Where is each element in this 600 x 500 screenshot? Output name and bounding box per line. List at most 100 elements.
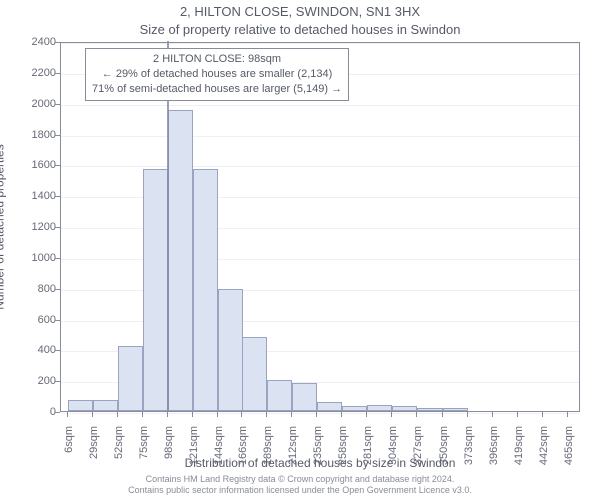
y-tick-mark xyxy=(55,289,60,290)
histogram-bar xyxy=(143,169,168,411)
histogram-bar xyxy=(68,400,93,411)
x-tick-mark xyxy=(542,412,543,417)
y-tick-mark xyxy=(55,227,60,228)
x-tick-label: 98sqm xyxy=(163,426,175,476)
x-tick-mark xyxy=(416,412,417,417)
y-tick-label: 1600 xyxy=(6,159,56,171)
attribution-footer: Contains HM Land Registry data © Crown c… xyxy=(0,474,600,496)
x-tick-mark xyxy=(366,412,367,417)
x-tick-mark xyxy=(92,412,93,417)
histogram-bar xyxy=(242,337,267,411)
gridline xyxy=(61,321,579,322)
x-tick-mark xyxy=(67,412,68,417)
y-tick-mark xyxy=(55,320,60,321)
gridline xyxy=(61,136,579,137)
x-tick-mark xyxy=(266,412,267,417)
x-tick-mark xyxy=(341,412,342,417)
x-tick-label: 327sqm xyxy=(412,426,424,476)
infobox-line1: 2 HILTON CLOSE: 98sqm xyxy=(92,52,342,67)
chart-container: 2, HILTON CLOSE, SWINDON, SN1 3HX Size o… xyxy=(0,0,600,500)
x-tick-label: 29sqm xyxy=(88,426,100,476)
y-tick-label: 200 xyxy=(6,375,56,387)
gridline xyxy=(61,43,579,44)
histogram-bar xyxy=(317,402,342,411)
x-tick-label: 442sqm xyxy=(538,426,550,476)
gridline xyxy=(61,228,579,229)
infobox-line2: ← 29% of detached houses are smaller (2,… xyxy=(92,67,342,82)
y-tick-label: 2200 xyxy=(6,67,56,79)
y-tick-mark xyxy=(55,196,60,197)
gridline xyxy=(61,290,579,291)
histogram-bar xyxy=(392,406,417,411)
x-tick-label: 75sqm xyxy=(138,426,150,476)
x-tick-label: 465sqm xyxy=(563,426,575,476)
y-tick-mark xyxy=(55,73,60,74)
chart-title-line1: 2, HILTON CLOSE, SWINDON, SN1 3HX xyxy=(0,4,600,19)
x-tick-label: 235sqm xyxy=(312,426,324,476)
x-tick-mark xyxy=(142,412,143,417)
gridline xyxy=(61,105,579,106)
chart-title-line2: Size of property relative to detached ho… xyxy=(0,22,600,37)
x-tick-mark xyxy=(291,412,292,417)
x-tick-mark xyxy=(117,412,118,417)
x-tick-mark xyxy=(217,412,218,417)
x-tick-label: 166sqm xyxy=(237,426,249,476)
x-tick-label: 212sqm xyxy=(287,426,299,476)
x-tick-label: 189sqm xyxy=(262,426,274,476)
y-tick-label: 400 xyxy=(6,344,56,356)
y-tick-label: 2000 xyxy=(6,98,56,110)
histogram-bar xyxy=(218,289,243,411)
gridline xyxy=(61,413,579,414)
y-tick-mark xyxy=(55,381,60,382)
x-tick-mark xyxy=(391,412,392,417)
y-tick-mark xyxy=(55,135,60,136)
x-tick-label: 258sqm xyxy=(337,426,349,476)
infobox-line3: 71% of semi-detached houses are larger (… xyxy=(92,82,342,97)
gridline xyxy=(61,166,579,167)
y-tick-mark xyxy=(55,104,60,105)
y-tick-mark xyxy=(55,412,60,413)
footer-line2: Contains public sector information licen… xyxy=(0,485,600,496)
x-tick-label: 373sqm xyxy=(463,426,475,476)
histogram-bar xyxy=(417,408,442,411)
y-tick-mark xyxy=(55,350,60,351)
histogram-bar xyxy=(342,406,367,411)
y-tick-mark xyxy=(55,42,60,43)
x-tick-mark xyxy=(442,412,443,417)
y-tick-label: 0 xyxy=(6,406,56,418)
x-tick-mark xyxy=(167,412,168,417)
y-tick-mark xyxy=(55,258,60,259)
x-tick-label: 304sqm xyxy=(387,426,399,476)
x-tick-mark xyxy=(467,412,468,417)
histogram-bar xyxy=(292,383,317,411)
x-tick-label: 419sqm xyxy=(513,426,525,476)
x-tick-label: 350sqm xyxy=(438,426,450,476)
y-tick-label: 1800 xyxy=(6,129,56,141)
gridline xyxy=(61,197,579,198)
x-tick-label: 6sqm xyxy=(63,426,75,476)
footer-line1: Contains HM Land Registry data © Crown c… xyxy=(0,474,600,485)
y-tick-label: 2400 xyxy=(6,36,56,48)
info-annotation-box: 2 HILTON CLOSE: 98sqm ← 29% of detached … xyxy=(85,48,349,101)
x-tick-label: 144sqm xyxy=(213,426,225,476)
x-tick-mark xyxy=(316,412,317,417)
y-tick-mark xyxy=(55,165,60,166)
y-tick-label: 600 xyxy=(6,314,56,326)
x-tick-label: 121sqm xyxy=(188,426,200,476)
y-tick-label: 1400 xyxy=(6,190,56,202)
x-tick-mark xyxy=(567,412,568,417)
y-tick-label: 1200 xyxy=(6,221,56,233)
x-tick-mark xyxy=(192,412,193,417)
y-tick-label: 1000 xyxy=(6,252,56,264)
gridline xyxy=(61,259,579,260)
x-tick-label: 281sqm xyxy=(362,426,374,476)
x-tick-mark xyxy=(241,412,242,417)
x-tick-mark xyxy=(492,412,493,417)
y-tick-label: 800 xyxy=(6,283,56,295)
histogram-bar xyxy=(118,346,143,411)
histogram-bar xyxy=(443,408,468,411)
histogram-bar xyxy=(367,405,392,411)
histogram-bar xyxy=(93,400,118,411)
x-tick-label: 396sqm xyxy=(488,426,500,476)
histogram-bar xyxy=(168,110,193,411)
